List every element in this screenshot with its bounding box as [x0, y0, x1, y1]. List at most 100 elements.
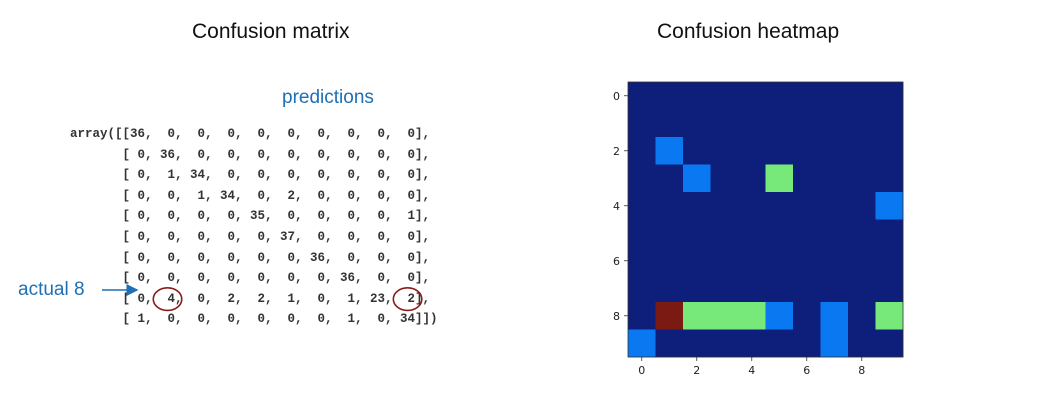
- heatmap-cell-6-4: [738, 247, 766, 275]
- heatmap-cell-4-9: [875, 192, 904, 220]
- heatmap-cell-3-2: [683, 164, 711, 193]
- heatmap-cell-0-8: [848, 82, 876, 110]
- heatmap-cell-9-3: [710, 329, 739, 358]
- heatmap-cell-1-7: [820, 109, 849, 138]
- heatmap-cell-5-2: [683, 219, 711, 248]
- heatmap-cell-9-7: [820, 329, 849, 358]
- heatmap-cell-3-1: [655, 164, 684, 193]
- heatmap-cell-2-7: [820, 137, 849, 165]
- heatmap-cell-8-1: [655, 302, 684, 330]
- y-tick-label-6: 6: [613, 255, 620, 268]
- heatmap-cell-5-3: [710, 219, 739, 248]
- heatmap-cell-3-6: [793, 164, 821, 193]
- heatmap-cell-4-3: [710, 192, 739, 220]
- heatmap-cell-6-0: [628, 247, 656, 275]
- y-tick-label-4: 4: [613, 200, 620, 213]
- heatmap-cell-1-4: [738, 109, 766, 138]
- heatmap-cell-9-8: [848, 329, 876, 358]
- heatmap-cell-5-7: [820, 219, 849, 248]
- heatmap-cell-9-9: [875, 329, 904, 358]
- heatmap-cell-2-5: [765, 137, 794, 165]
- heatmap-cell-7-0: [628, 274, 656, 303]
- heatmap-cell-8-8: [848, 302, 876, 330]
- heatmap-cell-2-8: [848, 137, 876, 165]
- heatmap-cell-2-4: [738, 137, 766, 165]
- heatmap-cell-0-1: [655, 82, 684, 110]
- heatmap-cell-1-0: [628, 109, 656, 138]
- heatmap-cell-7-7: [820, 274, 849, 303]
- heatmap-cell-4-6: [793, 192, 821, 220]
- heatmap-cell-8-4: [738, 302, 766, 330]
- heatmap-cell-8-5: [765, 302, 794, 330]
- heatmap-cell-8-3: [710, 302, 739, 330]
- heatmap-cell-2-6: [793, 137, 821, 165]
- heatmap-cell-5-1: [655, 219, 684, 248]
- heatmap-cell-6-1: [655, 247, 684, 275]
- heatmap-cell-9-4: [738, 329, 766, 358]
- heatmap-cell-6-8: [848, 247, 876, 275]
- heatmap-cell-7-3: [710, 274, 739, 303]
- heatmap-cell-4-1: [655, 192, 684, 220]
- heatmap-cell-0-2: [683, 82, 711, 110]
- heatmap-cell-9-2: [683, 329, 711, 358]
- heatmap-cell-1-9: [875, 109, 904, 138]
- confusion-heatmap: 0 2 4 6 8 0 2 4 6 8: [613, 81, 904, 377]
- heatmap-cell-1-1: [655, 109, 684, 138]
- heatmap-cell-3-4: [738, 164, 766, 193]
- heatmap-cell-1-3: [710, 109, 739, 138]
- heatmap-cell-7-5: [765, 274, 794, 303]
- heatmap-cell-7-9: [875, 274, 904, 303]
- x-tick-label-4: 4: [748, 364, 755, 377]
- heatmap-cell-8-0: [628, 302, 656, 330]
- y-tick-label-0: 0: [613, 90, 620, 103]
- confusion-heatmap-title: Confusion heatmap: [657, 20, 840, 43]
- heatmap-cell-3-8: [848, 164, 876, 193]
- heatmap-cell-6-6: [793, 247, 821, 275]
- heatmap-cell-1-5: [765, 109, 794, 138]
- heatmap-cell-2-3: [710, 137, 739, 165]
- confusion-matrix-array: array([[36, 0, 0, 0, 0, 0, 0, 0, 0, 0], …: [70, 127, 438, 327]
- heatmap-frame: [627, 81, 904, 358]
- heatmap-cell-5-4: [738, 219, 766, 248]
- heatmap-cell-3-7: [820, 164, 849, 193]
- heatmap-cell-4-8: [848, 192, 876, 220]
- heatmap-cell-0-7: [820, 82, 849, 110]
- heatmap-cell-2-1: [655, 137, 684, 165]
- x-tick-label-0: 0: [638, 364, 645, 377]
- x-tick-label-2: 2: [693, 364, 700, 377]
- heatmap-cell-6-7: [820, 247, 849, 275]
- heatmap-cell-2-2: [683, 137, 711, 165]
- heatmap-cell-7-8: [848, 274, 876, 303]
- heatmap-cell-5-6: [793, 219, 821, 248]
- predictions-label: predictions: [282, 87, 374, 108]
- heatmap-cell-9-6: [793, 329, 821, 358]
- heatmap-cell-6-3: [710, 247, 739, 275]
- heatmap-cell-4-0: [628, 192, 656, 220]
- heatmap-cell-5-0: [628, 219, 656, 248]
- heatmap-cell-8-2: [683, 302, 711, 330]
- heatmap-cell-5-5: [765, 219, 794, 248]
- heatmap-cell-0-9: [875, 82, 904, 110]
- heatmap-cell-4-2: [683, 192, 711, 220]
- x-tick-label-8: 8: [858, 364, 865, 377]
- heatmap-cell-7-1: [655, 274, 684, 303]
- heatmap-cell-7-2: [683, 274, 711, 303]
- heatmap-cell-3-0: [628, 164, 656, 193]
- heatmap-cell-3-3: [710, 164, 739, 193]
- heatmap-cell-6-9: [875, 247, 904, 275]
- heatmap-cell-5-8: [848, 219, 876, 248]
- heatmap-cell-7-4: [738, 274, 766, 303]
- heatmap-cell-9-1: [655, 329, 684, 358]
- heatmap-cell-6-2: [683, 247, 711, 275]
- heatmap-cell-3-9: [875, 164, 904, 193]
- heatmap-cell-2-9: [875, 137, 904, 165]
- actual-8-label: actual 8: [18, 279, 85, 300]
- heatmap-cell-0-4: [738, 82, 766, 110]
- y-tick-label-8: 8: [613, 310, 620, 323]
- heatmap-cell-8-9: [875, 302, 904, 330]
- heatmap-cell-9-5: [765, 329, 794, 358]
- heatmap-cell-1-6: [793, 109, 821, 138]
- heatmap-cell-5-9: [875, 219, 904, 248]
- heatmap-cell-0-3: [710, 82, 739, 110]
- heatmap-cell-6-5: [765, 247, 794, 275]
